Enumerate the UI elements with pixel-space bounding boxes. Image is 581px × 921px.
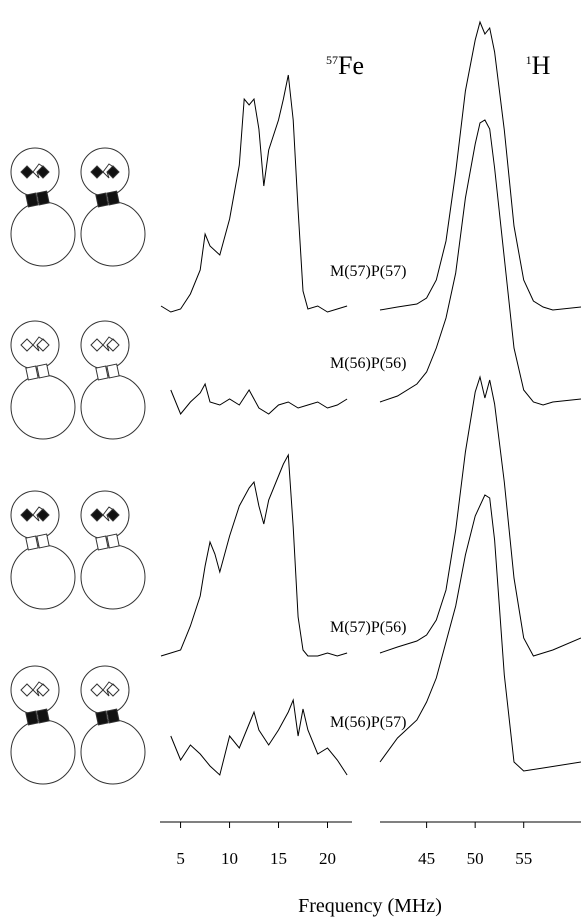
x-tick-label: 20 <box>319 849 336 868</box>
icon-circle <box>11 148 59 196</box>
icon-circle <box>81 148 129 196</box>
title-mass: 57 <box>326 53 338 67</box>
spectrum-line <box>380 377 581 656</box>
spectrum-line <box>380 120 581 405</box>
icon-circle <box>11 491 59 539</box>
spectrum-line <box>161 455 347 656</box>
icon-circle <box>81 321 129 369</box>
spectrum-line <box>380 495 581 771</box>
spectrum-line <box>171 700 347 775</box>
molecule-icon <box>11 321 75 439</box>
molecule-icon <box>81 666 145 784</box>
icon-box <box>37 534 49 548</box>
icon-box <box>26 366 38 380</box>
icon-box <box>26 711 38 725</box>
icon-box <box>26 193 38 207</box>
molecule-icon <box>81 148 145 266</box>
icon-box <box>107 364 119 378</box>
title-element: H <box>532 51 551 80</box>
x-tick-label: 45 <box>418 849 435 868</box>
icon-box <box>96 366 108 380</box>
series-label: M(57)P(56) <box>330 619 406 636</box>
x-tick-label: 15 <box>270 849 287 868</box>
icon-circle <box>81 666 129 714</box>
icon-box <box>96 193 108 207</box>
icon-box <box>96 711 108 725</box>
x-tick-label: 55 <box>515 849 532 868</box>
x-tick-label: 5 <box>176 849 185 868</box>
icon-box <box>37 364 49 378</box>
icon-box <box>107 534 119 548</box>
icon-circle <box>81 202 145 266</box>
series-label: M(56)P(56) <box>330 355 406 372</box>
icon-box <box>107 709 119 723</box>
spectrum-line <box>380 22 581 310</box>
molecule-icon <box>11 491 75 609</box>
page: {"figure": {"xlabel": "Frequency (MHz)"}… <box>0 0 581 921</box>
molecule-icon <box>11 666 75 784</box>
icon-box <box>37 191 49 205</box>
x-tick-label: 50 <box>467 849 484 868</box>
x-axis-label: Frequency (MHz) <box>298 895 442 917</box>
panel-title: 57Fe <box>326 51 364 80</box>
spectrum-line <box>171 384 347 414</box>
icon-circle <box>11 545 75 609</box>
icon-circle <box>11 666 59 714</box>
spectrum-line <box>161 75 347 312</box>
icon-circle <box>11 202 75 266</box>
title-element: Fe <box>338 51 364 80</box>
molecule-icon <box>11 148 75 266</box>
icon-circle <box>81 720 145 784</box>
series-label: M(56)P(57) <box>330 714 406 731</box>
icon-box <box>37 709 49 723</box>
icon-circle <box>81 375 145 439</box>
x-tick-label: 10 <box>221 849 238 868</box>
icon-box <box>107 191 119 205</box>
molecule-icon <box>81 321 145 439</box>
icon-circle <box>11 321 59 369</box>
icon-box <box>26 536 38 550</box>
series-label: M(57)P(57) <box>330 263 406 280</box>
figure: Frequency (MHz) 5 10 15 20 57Fe M(57)P(57) M(5… <box>0 0 581 921</box>
panel-title: 1H <box>526 51 551 80</box>
icon-circle <box>11 720 75 784</box>
icon-box <box>96 536 108 550</box>
molecule-icon <box>81 491 145 609</box>
icon-circle <box>81 545 145 609</box>
icon-circle <box>11 375 75 439</box>
icon-circle <box>81 491 129 539</box>
